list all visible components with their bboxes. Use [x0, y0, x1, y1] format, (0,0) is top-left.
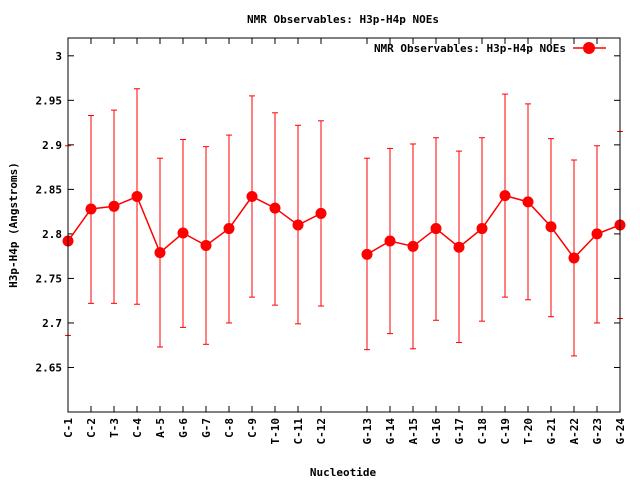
data-point [246, 191, 258, 203]
data-point [315, 207, 327, 219]
y-tick-label: 2.85 [36, 183, 63, 196]
y-tick-label: 2.65 [36, 361, 63, 374]
data-point [499, 190, 511, 202]
x-tick-label: C-12 [315, 418, 328, 445]
y-tick-label: 3 [55, 50, 62, 63]
data-point [407, 240, 419, 252]
x-tick-label: G-23 [591, 418, 604, 445]
data-point [361, 248, 373, 260]
x-tick-label: C-1 [62, 418, 75, 438]
x-axis-label: Nucleotide [310, 466, 377, 479]
x-tick-label: C-11 [292, 418, 305, 445]
legend-marker [583, 42, 595, 54]
x-tick-label: G-16 [430, 418, 443, 445]
x-tick-label: T-10 [269, 418, 282, 445]
x-tick-label: T-20 [522, 418, 535, 445]
legend: NMR Observables: H3p-H4p NOEs [374, 42, 606, 55]
x-tick-label: A-5 [154, 418, 167, 438]
data-point [269, 202, 281, 214]
data-point [591, 228, 603, 240]
x-tick-label: C-18 [476, 418, 489, 445]
x-tick-label: G-17 [453, 418, 466, 445]
x-tick-label: G-6 [177, 418, 190, 438]
x-tick-label: T-3 [108, 418, 121, 438]
series-line [67, 195, 322, 254]
x-tick-label: C-9 [246, 418, 259, 438]
x-tick-label: G-7 [200, 418, 213, 438]
data-point [177, 227, 189, 239]
x-tick-label: C-19 [499, 418, 512, 445]
chart-title: NMR Observables: H3p-H4p NOEs [247, 13, 439, 26]
data-point [223, 223, 235, 235]
x-tick-label: C-4 [131, 418, 144, 438]
y-tick-label: 2.8 [42, 228, 62, 241]
y-tick-label: 2.9 [42, 139, 62, 152]
x-tick-label: G-21 [545, 418, 558, 445]
data-point [430, 223, 442, 235]
data-point [292, 219, 304, 231]
x-tick-label: G-24 [614, 418, 627, 445]
data-point [568, 252, 580, 264]
data-point [522, 196, 534, 208]
plot-frame [67, 37, 621, 413]
data-point [453, 241, 465, 253]
series-line [366, 194, 621, 260]
data-point [384, 235, 396, 247]
x-tick-label: A-22 [568, 418, 581, 445]
data-point [108, 200, 120, 212]
data-point [154, 247, 166, 259]
y-tick-label: 2.75 [36, 272, 63, 285]
legend-label: NMR Observables: H3p-H4p NOEs [374, 42, 566, 55]
x-tick-label: A-15 [407, 418, 420, 445]
y-axis-label: H3p-H4p (Angstroms) [7, 162, 20, 288]
data-point [131, 191, 143, 203]
x-tick-label: C-2 [85, 418, 98, 438]
y-tick-label: 2.95 [36, 94, 63, 107]
data-point [476, 223, 488, 235]
data-point [85, 203, 97, 215]
data-point [200, 239, 212, 251]
data-point [545, 221, 557, 233]
x-tick-label: G-14 [384, 418, 397, 445]
y-tick-label: 2.7 [42, 317, 62, 330]
x-tick-label: G-13 [361, 418, 374, 445]
x-tick-label: C-8 [223, 418, 236, 438]
